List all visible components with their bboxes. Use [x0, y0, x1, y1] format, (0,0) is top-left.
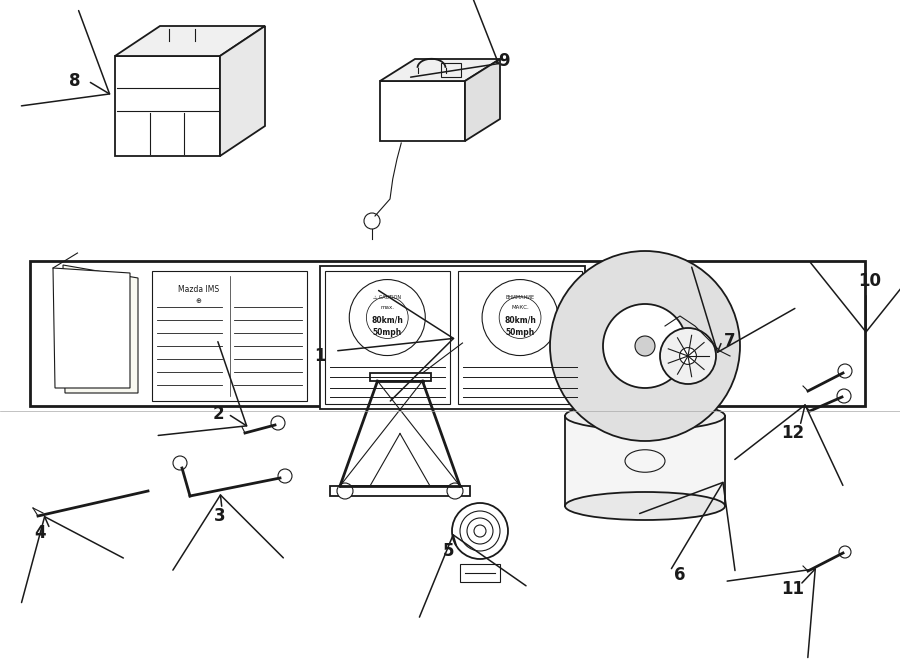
- Bar: [441, 63, 461, 77]
- Circle shape: [278, 469, 292, 483]
- Bar: [458, 271, 582, 404]
- Circle shape: [447, 483, 463, 499]
- Circle shape: [173, 456, 187, 470]
- Text: 5: 5: [442, 542, 454, 560]
- Text: 12: 12: [781, 424, 805, 442]
- Text: 50mph: 50mph: [506, 328, 535, 337]
- Text: ⊕: ⊕: [195, 298, 202, 304]
- Circle shape: [635, 336, 655, 356]
- Text: 6: 6: [674, 566, 686, 584]
- Bar: [320, 266, 585, 409]
- Text: 50mph: 50mph: [373, 328, 402, 337]
- Circle shape: [482, 280, 558, 356]
- Polygon shape: [63, 265, 138, 393]
- Polygon shape: [115, 56, 220, 156]
- Text: 11: 11: [781, 580, 805, 598]
- Text: 1: 1: [314, 347, 326, 365]
- Text: max.: max.: [381, 305, 394, 310]
- Circle shape: [623, 294, 647, 318]
- Polygon shape: [53, 268, 130, 388]
- Ellipse shape: [605, 358, 665, 373]
- Circle shape: [271, 416, 285, 430]
- Text: 2: 2: [212, 405, 224, 423]
- Text: 80km/h: 80km/h: [372, 315, 403, 324]
- Circle shape: [660, 328, 716, 384]
- Circle shape: [349, 280, 426, 356]
- Text: 10: 10: [859, 272, 881, 290]
- Text: 9: 9: [499, 52, 509, 70]
- Text: 4: 4: [34, 524, 46, 542]
- Polygon shape: [465, 59, 500, 141]
- Bar: [152, 271, 307, 401]
- Text: 80km/h: 80km/h: [504, 315, 536, 324]
- Bar: [370, 373, 430, 381]
- Text: 7: 7: [724, 332, 736, 350]
- Polygon shape: [220, 26, 265, 156]
- Text: ⚠ CAUTION: ⚠ CAUTION: [374, 295, 401, 300]
- Ellipse shape: [565, 402, 725, 430]
- Polygon shape: [115, 26, 265, 56]
- Ellipse shape: [565, 492, 725, 520]
- Polygon shape: [380, 59, 500, 81]
- Text: 3: 3: [214, 507, 226, 525]
- Text: ВНИМАНИЕ: ВНИМАНИЕ: [506, 295, 535, 300]
- Ellipse shape: [605, 299, 665, 313]
- Bar: [30, 261, 865, 406]
- Circle shape: [603, 304, 687, 388]
- Text: 8: 8: [69, 72, 81, 90]
- Bar: [325, 271, 450, 404]
- Circle shape: [550, 251, 740, 441]
- Bar: [460, 564, 500, 582]
- Polygon shape: [380, 81, 465, 141]
- Bar: [605, 306, 665, 366]
- Text: Mazda IMS: Mazda IMS: [178, 284, 219, 293]
- Circle shape: [337, 483, 353, 499]
- Text: МАКС.: МАКС.: [511, 305, 529, 310]
- Circle shape: [680, 348, 697, 364]
- Bar: [565, 416, 725, 506]
- Bar: [330, 486, 470, 496]
